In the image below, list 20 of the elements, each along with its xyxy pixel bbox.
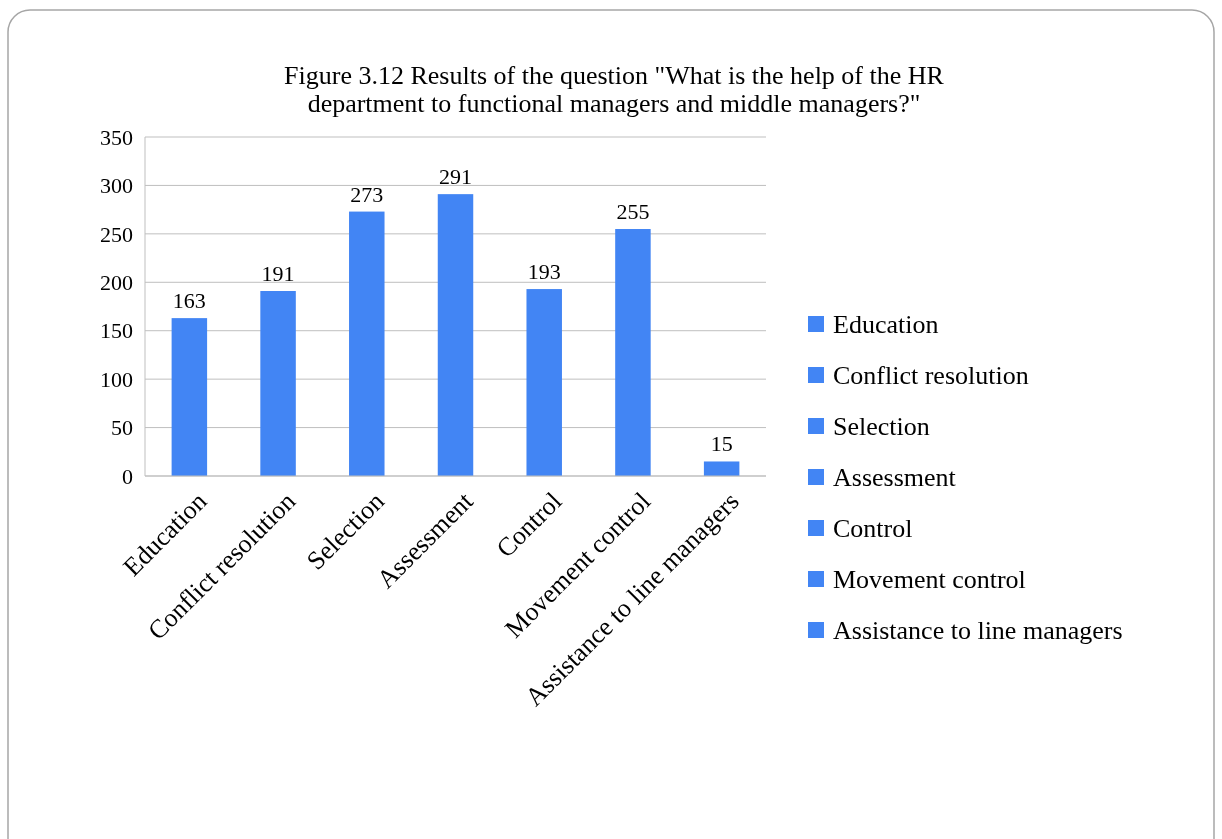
chart-title: Figure 3.12 Results of the question "What is the help of the HR department to functional managers and middle managers?": [284, 61, 945, 118]
legend-label: Education: [833, 310, 939, 340]
legend-label: Assessment: [833, 463, 957, 493]
y-tick-label: 200: [100, 269, 133, 295]
data-label: 255: [616, 199, 650, 225]
data-label: 15: [710, 431, 733, 457]
y-tick-label: 300: [100, 173, 133, 199]
y-tick-label: 0: [122, 463, 133, 489]
data-label: 273: [350, 181, 384, 207]
legend-label: Selection: [833, 412, 930, 442]
legend-label: Conflict resolution: [833, 361, 1029, 391]
y-tick-label: 150: [100, 318, 133, 344]
data-label: 291: [439, 164, 472, 190]
data-label: 163: [172, 288, 206, 314]
data-label: 193: [527, 259, 561, 285]
y-tick-label: 350: [100, 124, 133, 150]
data-label: 191: [261, 261, 295, 286]
y-tick-label: 100: [100, 366, 133, 392]
y-tick-label: 50: [111, 415, 133, 441]
y-tick-label: 250: [100, 221, 133, 247]
